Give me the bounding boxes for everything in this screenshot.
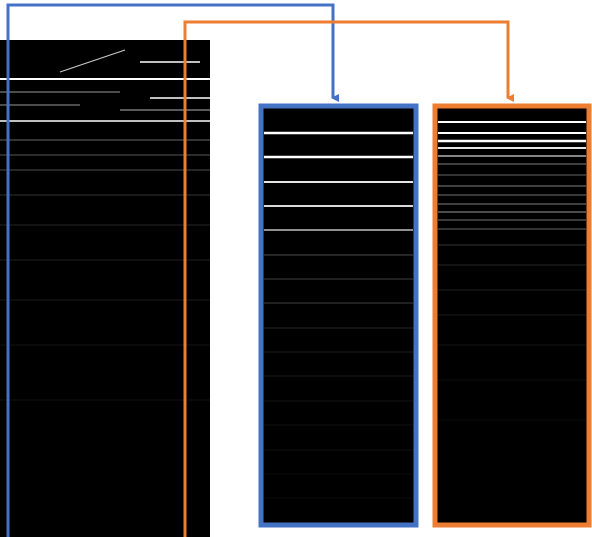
image-background xyxy=(0,40,210,537)
orange-panel xyxy=(435,106,589,525)
diagram xyxy=(0,0,592,537)
page xyxy=(0,0,592,537)
source-image xyxy=(0,40,210,537)
panel-frame xyxy=(261,106,416,525)
blue-panel xyxy=(261,106,416,525)
